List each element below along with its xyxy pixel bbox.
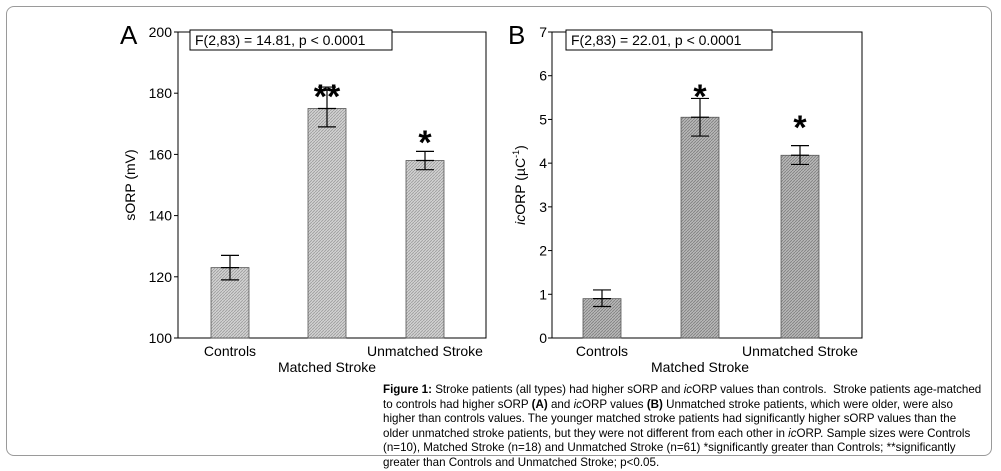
significance-marker-b: * — [693, 78, 707, 116]
y-axis-title-close-b: ) — [512, 145, 528, 150]
y-tick-label-a: 160 — [149, 146, 173, 162]
caption-text-8: ic — [788, 426, 797, 440]
x-category-label-a: Controls — [204, 343, 256, 359]
caption-text-6: ORP values — [581, 397, 647, 411]
caption-panel-a-ref: (A) — [531, 397, 548, 411]
x-category-label-b: Matched Stroke — [651, 359, 749, 375]
y-axis-title-a: sORP (mV) — [122, 149, 138, 220]
caption-text-1: Stroke patients (all types) had higher s… — [431, 383, 684, 396]
y-axis-title-sup-b: -1 — [511, 150, 521, 158]
x-category-label-a: Matched Stroke — [278, 359, 376, 375]
bar-a — [307, 108, 347, 339]
caption-text-3: ORP values than controls. Stroke patient… — [383, 383, 985, 411]
caption-text-4: and — [547, 397, 574, 411]
y-tick-label-b: 1 — [539, 286, 547, 302]
significance-marker-a: ** — [314, 78, 341, 116]
stat-box-a — [189, 29, 393, 51]
y-tick-label-b: 0 — [539, 330, 547, 346]
y-tick-label-b: 4 — [539, 155, 547, 171]
panel-label-b: B — [508, 20, 525, 50]
bar-b — [582, 298, 622, 339]
y-axis-title-italic-b: ic — [512, 215, 528, 225]
caption-text-2: ic — [683, 383, 693, 396]
y-tick-label-a: 120 — [149, 269, 173, 285]
caption-text-5: ic — [573, 397, 582, 411]
stat-box-b — [565, 29, 773, 51]
stat-text-b: F(2,83) = 22.01, p < 0.0001 — [571, 32, 742, 48]
y-axis-title-b: icORP (µC-1) — [511, 145, 528, 225]
y-tick-label-b: 2 — [539, 243, 547, 259]
figure-caption: Figure 1: Stroke patients (all types) ha… — [383, 383, 983, 471]
y-tick-label-a: 140 — [149, 208, 173, 224]
significance-marker-a: * — [418, 124, 432, 162]
y-tick-label-b: 5 — [539, 111, 547, 127]
significance-marker-b: * — [793, 109, 807, 147]
y-tick-label-b: 6 — [539, 68, 547, 84]
x-category-label-a: Unmatched Stroke — [367, 343, 483, 359]
caption-text-9: ORP. Sample sizes were Controls (n=10), … — [383, 426, 974, 469]
chart-panel-b: 0 1 2 3 4 5 6 7 * * Controls Matched StrokeUnmatche… — [508, 20, 863, 375]
y-tick-label-b: 3 — [539, 199, 547, 215]
x-category-label-b: Controls — [576, 343, 628, 359]
caption-figure-label: Figure 1: — [383, 383, 432, 396]
bar-b — [780, 154, 820, 339]
stat-text-a: F(2,83) = 14.81, p < 0.0001 — [195, 32, 366, 48]
y-tick-label-a: 100 — [149, 330, 173, 346]
caption-text-7: Unmatched stroke patients, which were ol… — [383, 397, 960, 440]
bar-a — [405, 160, 445, 339]
y-axis-title-main-b: ORP (µC — [512, 158, 528, 215]
caption-panel-b-ref: (B) — [646, 397, 663, 411]
y-tick-label-b: 7 — [539, 24, 547, 40]
figure-frame — [6, 6, 992, 456]
bar-b — [680, 116, 720, 339]
y-tick-label-a: 200 — [149, 24, 173, 40]
panel-label-a: A — [120, 20, 138, 50]
x-category-label-b: Unmatched Stroke — [742, 343, 858, 359]
y-tick-label-a: 180 — [149, 85, 173, 101]
